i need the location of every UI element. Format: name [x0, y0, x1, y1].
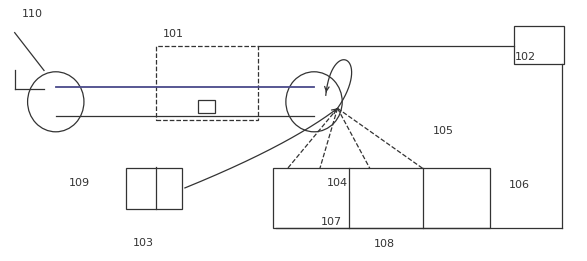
Text: 106: 106: [509, 180, 530, 190]
Text: 102: 102: [515, 52, 536, 62]
Bar: [156, 46, 258, 120]
Text: 103: 103: [133, 238, 154, 248]
Text: 104: 104: [327, 178, 348, 188]
Text: 108: 108: [374, 239, 395, 249]
Text: 105: 105: [433, 126, 454, 135]
Text: 109: 109: [69, 178, 90, 188]
Bar: [273, 168, 490, 228]
Bar: [514, 26, 564, 64]
Bar: [198, 100, 215, 113]
Bar: [126, 168, 182, 209]
Text: 110: 110: [22, 9, 43, 19]
Text: 101: 101: [163, 29, 184, 39]
Text: 107: 107: [321, 217, 342, 227]
